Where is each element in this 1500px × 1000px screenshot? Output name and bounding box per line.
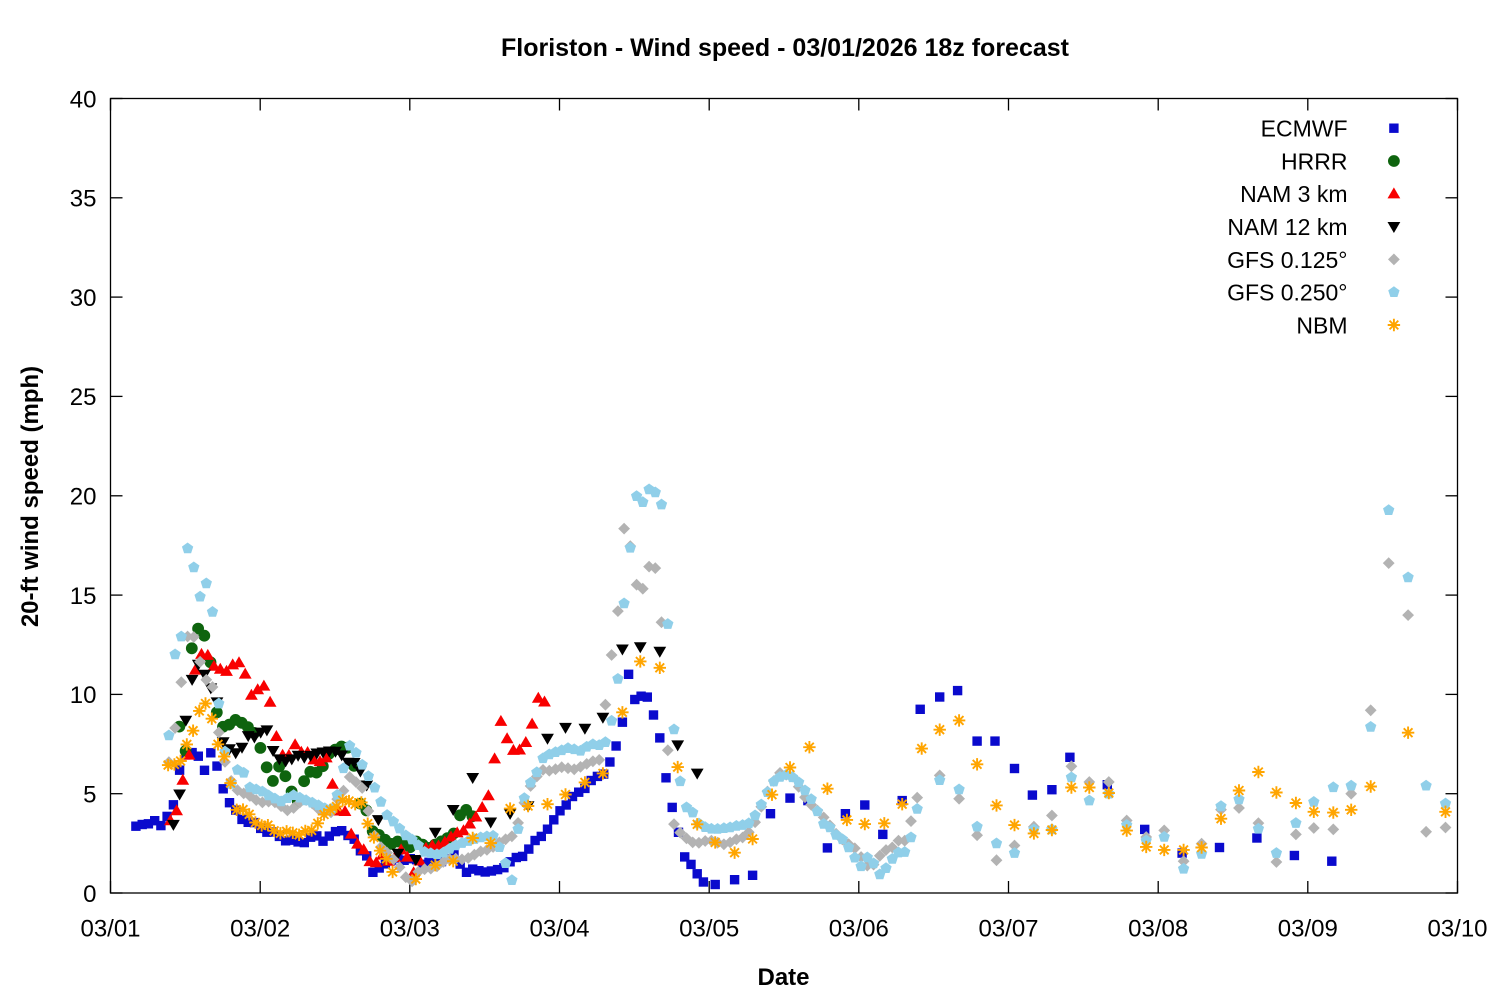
svg-text:0: 0 xyxy=(83,881,96,908)
svg-text:03/06: 03/06 xyxy=(829,916,889,943)
svg-text:03/08: 03/08 xyxy=(1128,916,1188,943)
svg-text:10: 10 xyxy=(70,682,97,709)
svg-text:NAM 12 km: NAM 12 km xyxy=(1227,214,1347,240)
svg-text:35: 35 xyxy=(70,186,97,213)
svg-text:Date: Date xyxy=(757,964,809,991)
svg-text:ECMWF: ECMWF xyxy=(1261,116,1348,142)
svg-text:40: 40 xyxy=(70,86,97,113)
svg-text:15: 15 xyxy=(70,583,97,610)
svg-text:25: 25 xyxy=(70,384,97,411)
svg-text:03/03: 03/03 xyxy=(380,916,440,943)
svg-text:NBM: NBM xyxy=(1296,312,1347,338)
svg-text:30: 30 xyxy=(70,285,97,312)
svg-text:HRRR: HRRR xyxy=(1281,148,1347,174)
svg-text:Floriston - Wind speed - 03/01: Floriston - Wind speed - 03/01/2026 18z … xyxy=(501,34,1070,62)
svg-text:03/05: 03/05 xyxy=(679,916,739,943)
svg-text:03/04: 03/04 xyxy=(529,916,589,943)
svg-text:5: 5 xyxy=(83,782,96,809)
svg-text:GFS 0.250°: GFS 0.250° xyxy=(1227,280,1347,306)
svg-text:20: 20 xyxy=(70,484,97,511)
svg-text:03/07: 03/07 xyxy=(978,916,1038,943)
svg-text:03/10: 03/10 xyxy=(1427,916,1487,943)
svg-text:03/01: 03/01 xyxy=(80,916,140,943)
svg-text:GFS 0.125°: GFS 0.125° xyxy=(1227,247,1347,273)
svg-text:20-ft wind speed (mph): 20-ft wind speed (mph) xyxy=(17,366,44,627)
svg-text:03/02: 03/02 xyxy=(230,916,290,943)
svg-text:03/09: 03/09 xyxy=(1278,916,1338,943)
svg-text:NAM 3 km: NAM 3 km xyxy=(1240,181,1347,207)
